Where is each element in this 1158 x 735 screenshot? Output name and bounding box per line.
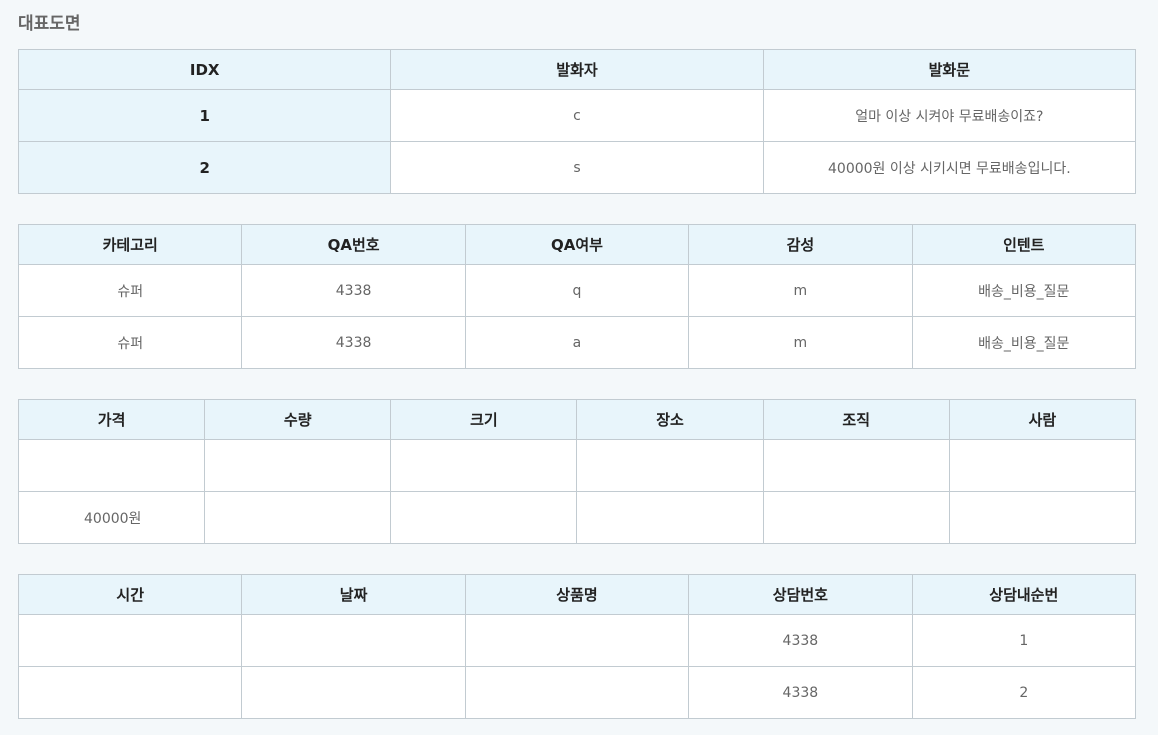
cell-product-name [464,666,690,719]
column-header-sentiment: 감성 [688,224,913,265]
column-header-date: 날짜 [241,574,466,615]
cell-person [948,439,1137,492]
cell-qa-number: 4338 [241,316,466,369]
table-row: 4338 2 [17,666,1137,719]
cell-price [17,439,206,492]
cell-consultation-number: 4338 [688,614,913,667]
column-header-organization: 조직 [762,399,950,440]
cell-qa-number: 4338 [241,264,466,317]
cell-sentiment: m [688,316,913,369]
column-header-price: 가격 [17,399,206,440]
cell-place [576,491,764,544]
cell-speaker: c [390,89,764,142]
cell-organization [762,439,950,492]
table-header-row: IDX 발화자 발화문 [17,49,1137,90]
table-header-row: 카테고리 QA번호 QA여부 감성 인텐트 [17,224,1137,265]
table-row: 40000원 [17,491,1137,544]
column-header-product-name: 상품명 [464,574,690,615]
column-header-speaker: 발화자 [390,49,764,90]
cell-time [17,614,243,667]
table-row: 1 c 얼마 이상 시켜야 무료배송이죠? [17,89,1137,142]
cell-quantity [204,491,392,544]
table-header-row: 시간 날짜 상품명 상담번호 상담내순번 [17,574,1137,615]
column-header-idx: IDX [17,49,392,90]
table-header-row: 가격 수량 크기 장소 조직 사람 [17,399,1137,440]
cell-consultation-sequence: 2 [911,666,1137,719]
column-header-qa-type: QA여부 [464,224,690,265]
table-row: 2 s 40000원 이상 시키시면 무료배송입니다. [17,141,1137,194]
cell-product-name [464,614,690,667]
table-row: 슈퍼 4338 a m 배송_비용_질문 [17,316,1137,369]
cell-category: 슈퍼 [17,264,243,317]
column-header-size: 크기 [390,399,578,440]
cell-quantity [204,439,392,492]
cell-date [241,666,466,719]
cell-price: 40000원 [17,491,206,544]
column-header-category: 카테고리 [17,224,243,265]
table-row: 4338 1 [17,614,1137,667]
entity-table: 가격 수량 크기 장소 조직 사람 40000원 [17,399,1137,544]
table-row [17,439,1137,492]
cell-consultation-number: 4338 [688,666,913,719]
cell-utterance: 얼마 이상 시켜야 무료배송이죠? [762,89,1137,142]
utterance-table: IDX 발화자 발화문 1 c 얼마 이상 시켜야 무료배송이죠? 2 s 40… [17,49,1137,194]
cell-size [390,439,578,492]
column-header-consultation-number: 상담번호 [688,574,913,615]
cell-size [390,491,578,544]
cell-place [576,439,764,492]
column-header-time: 시간 [17,574,243,615]
cell-idx: 2 [17,141,392,194]
cell-utterance: 40000원 이상 시키시면 무료배송입니다. [762,141,1137,194]
cell-intent: 배송_비용_질문 [911,264,1137,317]
cell-speaker: s [390,141,764,194]
cell-qa-type: q [464,264,690,317]
cell-consultation-sequence: 1 [911,614,1137,667]
cell-intent: 배송_비용_질문 [911,316,1137,369]
cell-date [241,614,466,667]
column-header-place: 장소 [576,399,764,440]
column-header-person: 사람 [948,399,1137,440]
cell-time [17,666,243,719]
table-row: 슈퍼 4338 q m 배송_비용_질문 [17,264,1137,317]
page-title: 대표도면 [18,14,81,34]
cell-category: 슈퍼 [17,316,243,369]
qa-table: 카테고리 QA번호 QA여부 감성 인텐트 슈퍼 4338 q m 배송_비용_… [17,224,1137,369]
column-header-utterance: 발화문 [762,49,1137,90]
column-header-quantity: 수량 [204,399,392,440]
column-header-qa-number: QA번호 [241,224,466,265]
cell-sentiment: m [688,264,913,317]
cell-qa-type: a [464,316,690,369]
cell-idx: 1 [17,89,392,142]
consultation-table: 시간 날짜 상품명 상담번호 상담내순번 4338 1 4338 2 [17,574,1137,719]
cell-person [948,491,1137,544]
column-header-intent: 인텐트 [911,224,1137,265]
column-header-consultation-sequence: 상담내순번 [911,574,1137,615]
cell-organization [762,491,950,544]
